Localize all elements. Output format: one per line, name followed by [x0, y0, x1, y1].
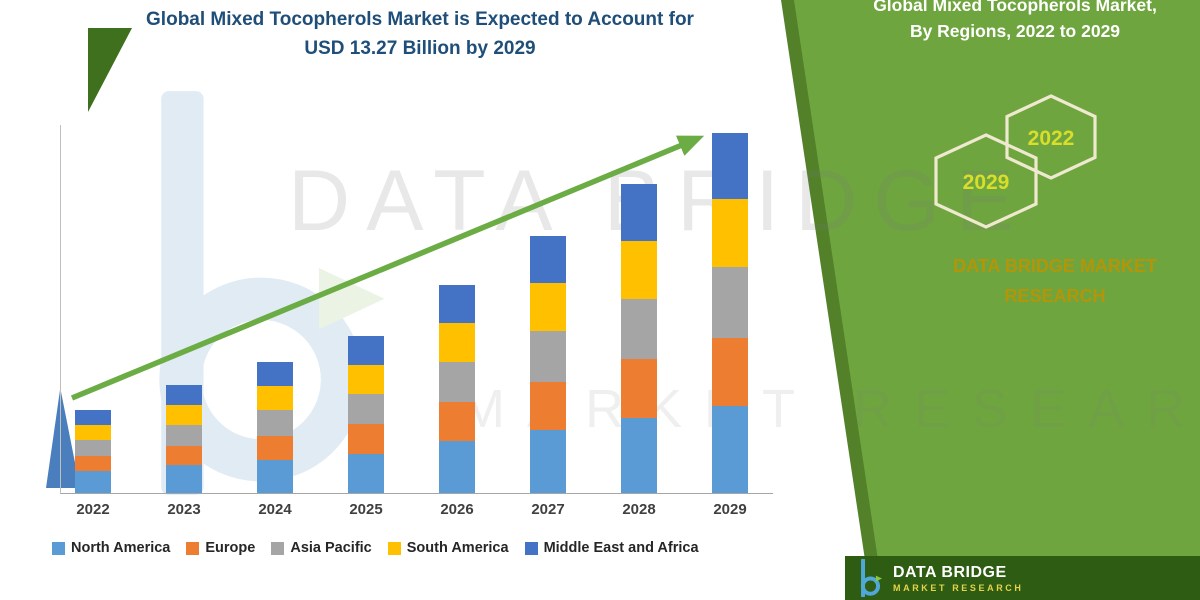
chart-title-line1: Global Mixed Tocopherols Market is Expec…: [146, 9, 694, 30]
bar-segment: [257, 459, 293, 493]
bar-segment: [348, 335, 384, 365]
x-axis-label: 2022: [76, 501, 110, 518]
x-axis-label: 2027: [531, 501, 565, 518]
bar-segment: [257, 410, 293, 436]
bar-segment: [530, 283, 566, 332]
x-axis-label: 2029: [713, 501, 747, 518]
bar-segment: [439, 361, 475, 403]
bar-segment: [257, 386, 293, 411]
stacked-bar-2024: [257, 362, 293, 493]
bar-segment: [166, 465, 202, 493]
legend-label: Europe: [205, 540, 256, 556]
bar-segment: [439, 441, 475, 493]
bar-segment: [348, 424, 384, 454]
bar-segment: [75, 440, 111, 456]
bar-segment: [166, 385, 202, 406]
bar-segment: [712, 133, 748, 199]
bar-segment: [75, 425, 111, 441]
bar-segment: [257, 362, 293, 387]
stacked-bar-2022: [75, 410, 111, 493]
legend: North America Europe Asia Pacific South Ame…: [52, 540, 699, 556]
panel-title-line1: Global Mixed Tocopherols Market,: [873, 0, 1157, 15]
x-axis-label: 2026: [440, 501, 474, 518]
bar-segment: [530, 381, 566, 431]
bar-segment: [530, 236, 566, 284]
legend-swatch: [52, 541, 65, 555]
footer-bar: DATA BRIDGE MARKET RESEARCH: [845, 556, 1200, 600]
legend-label: South America: [406, 540, 509, 556]
bar-segment: [712, 198, 748, 267]
stacked-bar-2029: [712, 133, 748, 493]
bar-segment: [712, 337, 748, 407]
panel-brand-line1: DATA BRIDGE MARKET: [953, 256, 1157, 276]
bar-segment: [75, 410, 111, 426]
bar-segment: [439, 323, 475, 362]
stacked-bar-2028: [621, 184, 657, 493]
bar-segment: [621, 359, 657, 418]
bar-segment: [621, 298, 657, 360]
legend-swatch: [387, 541, 401, 555]
bar-segment: [621, 240, 657, 299]
bar-segment: [439, 284, 475, 324]
plot-area: 2022 2023 2024 2025 2026 2027 2028 2029: [60, 125, 773, 518]
stacked-bar-2025: [348, 335, 384, 493]
bar-segment: [530, 331, 566, 382]
legend-item: Europe: [186, 540, 255, 556]
legend-label: North America: [71, 540, 171, 556]
bar-segment: [439, 402, 475, 442]
legend-item: Middle East and Africa: [524, 540, 699, 556]
stacked-bar-2023: [166, 385, 202, 493]
legend-item: South America: [387, 540, 509, 556]
bar-segment: [166, 445, 202, 466]
x-axis-label: 2025: [349, 501, 383, 518]
stacked-bar-2027: [530, 236, 566, 493]
bar-segment: [166, 405, 202, 425]
panel-brand-text: DATA BRIDGE MARKET RESEARCH: [900, 252, 1200, 311]
legend-swatch: [186, 541, 200, 555]
footer-text: DATA BRIDGE MARKET RESEARCH: [893, 563, 1024, 592]
stacked-bar-2026: [439, 284, 475, 493]
bar-segment: [75, 470, 111, 493]
footer-brand: DATA BRIDGE: [893, 564, 1007, 582]
chart-title: Global Mixed Tocopherols Market is Expec…: [0, 6, 840, 63]
bar-segment: [75, 455, 111, 471]
bar-segment: [621, 184, 657, 241]
bar-segment: [166, 424, 202, 446]
legend-label: Asia Pacific: [290, 540, 372, 556]
panel-title: Global Mixed Tocopherols Market, By Regi…: [840, 0, 1190, 45]
bar-segment: [348, 364, 384, 394]
legend-item: North America: [52, 540, 170, 556]
panel-brand-line2: RESEARCH: [1004, 285, 1106, 306]
legend-swatch: [271, 541, 285, 555]
footer-databridge-logo: [860, 559, 883, 597]
bar-segment: [712, 266, 748, 338]
bar-segment: [621, 417, 657, 493]
chart-title-line2: USD 13.27 Billion by 2029: [304, 37, 536, 59]
footer-tagline: MARKET RESEARCH: [893, 582, 1024, 593]
x-axis-label: 2024: [258, 501, 292, 518]
legend-swatch: [524, 541, 538, 555]
panel-title-line2: By Regions, 2022 to 2029: [909, 21, 1121, 42]
legend-item: Asia Pacific: [271, 540, 372, 556]
bar-segment: [530, 430, 566, 493]
bar-segment: [348, 394, 384, 425]
x-axis-label: 2023: [167, 501, 201, 518]
bar-segment: [712, 406, 748, 493]
bar-segment: [257, 435, 293, 460]
legend-label: Middle East and Africa: [543, 540, 699, 556]
x-axis-label: 2028: [622, 501, 656, 518]
bar-segment: [348, 453, 384, 493]
